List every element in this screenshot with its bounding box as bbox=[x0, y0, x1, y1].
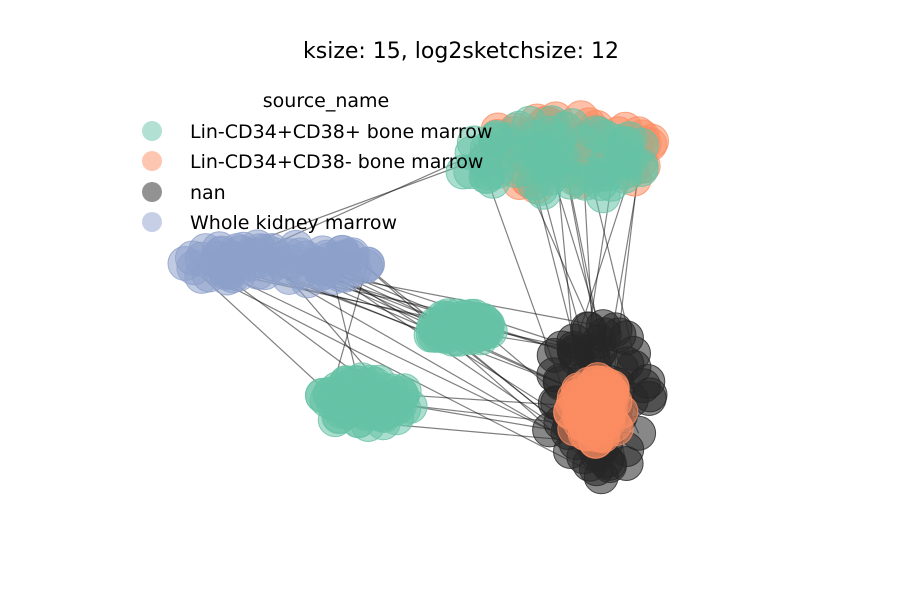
legend-marker-0 bbox=[142, 121, 162, 141]
node-point bbox=[175, 240, 210, 276]
node-point bbox=[328, 365, 364, 401]
legend-entry-3: Whole kidney marrow bbox=[142, 212, 397, 234]
node-point bbox=[608, 320, 644, 356]
node-point bbox=[454, 135, 490, 171]
node-point bbox=[233, 246, 269, 282]
node-point bbox=[587, 369, 622, 405]
node-point bbox=[571, 311, 607, 347]
legend-marker-2 bbox=[142, 182, 162, 202]
legend: source_name Lin-CD34+CD38+ bone marrow L… bbox=[142, 90, 492, 234]
chart-title: ksize: 15, log2sketchsize: 12 bbox=[303, 39, 619, 64]
legend-entry-0: Lin-CD34+CD38+ bone marrow bbox=[142, 121, 492, 143]
legend-entry-1: Lin-CD34+CD38- bone marrow bbox=[142, 151, 483, 173]
node-point bbox=[327, 257, 363, 293]
node-point bbox=[630, 364, 666, 399]
legend-entry-2: nan bbox=[142, 182, 226, 204]
legend-title: source_name bbox=[263, 90, 389, 112]
node-point bbox=[579, 417, 615, 453]
node-point bbox=[365, 396, 401, 432]
legend-label-0: Lin-CD34+CD38+ bone marrow bbox=[190, 121, 492, 143]
node-point bbox=[271, 259, 307, 295]
node-point bbox=[460, 317, 496, 353]
legend-label-1: Lin-CD34+CD38- bone marrow bbox=[190, 151, 483, 173]
node-point bbox=[506, 151, 542, 187]
node-point bbox=[501, 110, 537, 146]
node-point bbox=[583, 459, 619, 495]
legend-label-3: Whole kidney marrow bbox=[190, 212, 397, 234]
node-layer bbox=[167, 100, 669, 495]
legend-marker-3 bbox=[142, 212, 162, 232]
edge-line bbox=[201, 275, 331, 395]
node-point bbox=[597, 123, 633, 159]
legend-marker-1 bbox=[142, 151, 162, 171]
node-point bbox=[607, 158, 642, 194]
legend-label-2: nan bbox=[190, 182, 226, 204]
edge-line bbox=[193, 267, 602, 478]
node-point bbox=[544, 140, 580, 176]
